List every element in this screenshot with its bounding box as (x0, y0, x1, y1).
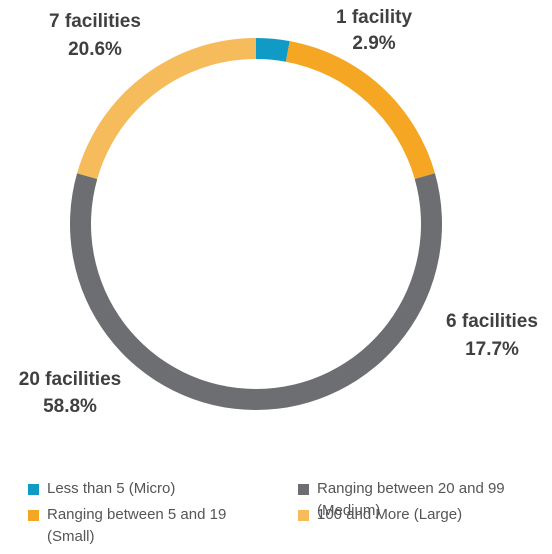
legend-label: Ranging between 5 and 19 (Small) (47, 506, 227, 545)
segment-value-label: 2.9% (352, 33, 395, 54)
segment-label: 6 facilities (446, 311, 538, 332)
legend-label: 100 and More (Large) (317, 506, 463, 523)
segment-value-label: 17.7% (465, 339, 519, 360)
legend-swatch (28, 484, 39, 495)
segment-value-label: 20.6% (68, 39, 122, 60)
segment-value-label: 58.8% (43, 396, 97, 417)
legend-item: 100 and More (Large) (298, 504, 538, 554)
legend-item: Ranging between 20 and 99 (Medium) (298, 478, 538, 519)
legend-swatch (298, 484, 309, 495)
donut-segment (70, 173, 443, 410)
donut-segment (77, 38, 256, 179)
legend-item: Ranging between 5 and 19 (Small) (28, 504, 298, 554)
chart: 1 facility 2.9% 6 facilities 17.7% 20 facili… (19, 7, 538, 417)
legend-swatch (28, 510, 39, 521)
segment-label: 20 facilities (19, 369, 121, 390)
legend-swatch (298, 510, 309, 521)
legend: Less than 5 (Micro) Ranging between 5 and… (28, 478, 548, 554)
legend-label: Ranging between 20 and 99 (Medium) (317, 480, 505, 519)
donut-segment (285, 41, 435, 179)
segment-label: 7 facilities (49, 11, 141, 32)
donut-segment (256, 38, 290, 62)
legend-label: Less than 5 (Micro) (47, 480, 176, 497)
segment-label: 1 facility (336, 7, 412, 28)
legend-item: Less than 5 (Micro) (28, 478, 298, 504)
